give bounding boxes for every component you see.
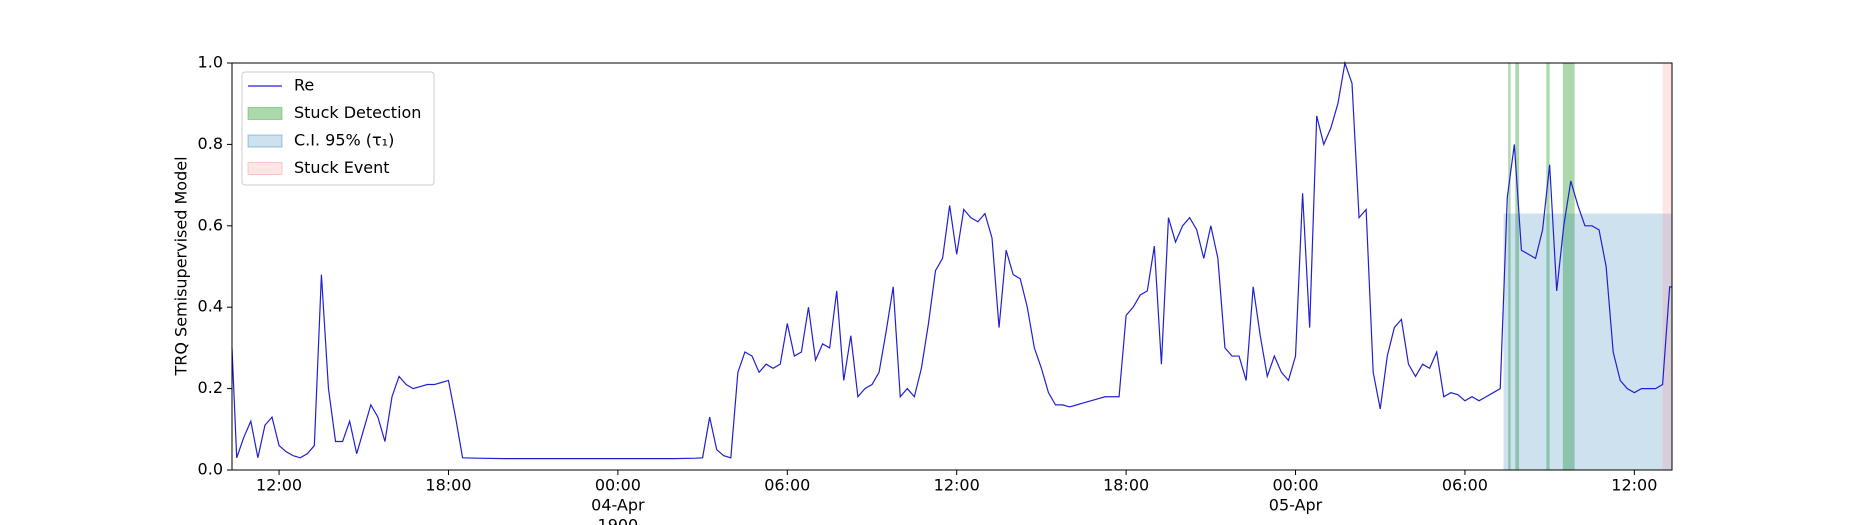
legend-patch xyxy=(247,162,283,175)
legend-patch xyxy=(247,134,283,148)
data-line xyxy=(231,60,1672,460)
x-tick-label: 00:00 xyxy=(1272,476,1318,495)
y-tick-label: 0.8 xyxy=(198,134,223,153)
y-tick-label: 0.4 xyxy=(198,297,223,316)
y-tick-label: 1.0 xyxy=(198,53,223,72)
x-tick-label: 18:00 xyxy=(1103,476,1149,495)
legend-label: Re xyxy=(294,76,314,95)
span xyxy=(1515,63,1520,470)
span xyxy=(1546,63,1550,470)
legend-label: Stuck Detection xyxy=(294,103,421,122)
x-tick-label: 12:00 xyxy=(934,476,980,495)
span xyxy=(1508,63,1511,470)
x-tick-label: 06:00 xyxy=(1442,476,1488,495)
y-tick-label: 0.0 xyxy=(198,460,223,479)
legend-box xyxy=(241,71,435,186)
x-tick-label: 12:00 xyxy=(1611,476,1657,495)
x-tick-label: 05-Apr xyxy=(1269,496,1323,515)
x-tick-label: 06:00 xyxy=(764,476,810,495)
span xyxy=(1503,213,1672,470)
x-tick-label: 12:00 xyxy=(256,476,302,495)
legend-label: Stuck Event xyxy=(294,158,390,177)
x-tick-label: 18:00 xyxy=(425,476,471,495)
legend-label: C.I. 95% (τ₁) xyxy=(294,131,394,150)
y-tick-label: 0.6 xyxy=(198,215,223,234)
span xyxy=(1662,63,1672,470)
y-axis-label: TRQ Semisupervised Model xyxy=(172,156,191,376)
x-tick-label: 04-Apr xyxy=(591,496,645,515)
x-tick-label: 1900 xyxy=(598,516,639,525)
legend-patch xyxy=(247,107,283,120)
y-tick-label: 0.2 xyxy=(198,378,223,397)
span xyxy=(1562,63,1575,470)
plot-frame xyxy=(231,62,1673,471)
x-tick-label: 00:00 xyxy=(595,476,641,495)
